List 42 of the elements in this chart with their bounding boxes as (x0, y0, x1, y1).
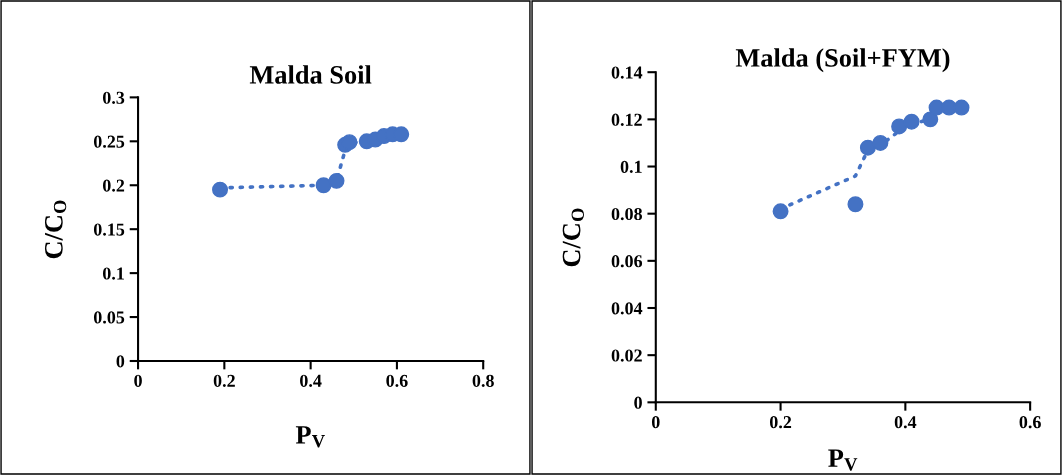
y-tick-label: 0.3 (102, 91, 125, 104)
point (315, 177, 332, 194)
x-tick-label: 0.4 (894, 416, 917, 429)
y-tick-label: 0.1 (102, 267, 124, 280)
x-tick-label: 0.2 (213, 374, 235, 387)
y-tick-label: 0.08 (611, 207, 642, 221)
y-tick-label: 0.25 (93, 135, 125, 148)
x-tick-label: 0.4 (300, 374, 322, 387)
y-tick-label: 0.05 (93, 311, 125, 324)
y-tick-label: 0 (634, 396, 642, 409)
point (891, 118, 908, 135)
point (859, 139, 876, 156)
point (872, 134, 889, 151)
chart-title: Malda Soil (249, 65, 372, 84)
point (903, 113, 920, 130)
y-tick-label: 0.1 (620, 160, 642, 174)
y-tick-label: 0.14 (611, 66, 643, 79)
point (772, 203, 789, 220)
x-axis-title: P$_{V}$ (295, 426, 325, 448)
x-axis-title: P$_{V}$ (828, 449, 858, 471)
y-tick-label: 0.06 (611, 255, 643, 268)
x-tick-label: 0 (651, 416, 660, 429)
point (328, 172, 345, 189)
point (341, 134, 358, 151)
x-tick-label: 0.6 (386, 374, 408, 387)
x-tick-label: 0 (134, 374, 142, 387)
y-tick-label: 0 (116, 355, 125, 368)
y-axis-title: C/C$_{O}$ (562, 208, 584, 267)
x-tick-label: 0.8 (472, 374, 494, 387)
x-tick-label: 0.6 (1019, 416, 1041, 429)
y-tick-label: 0.02 (611, 349, 642, 362)
point (953, 99, 970, 116)
y-axis-title: C/C$_{O}$ (44, 200, 67, 259)
chart-title: Malda (Soil+FYM) (735, 48, 950, 73)
point (922, 111, 939, 128)
y-tick-label: 0.04 (611, 302, 643, 315)
y-tick-label: 0.2 (102, 179, 125, 192)
x-tick-label: 0.2 (769, 416, 792, 429)
point (212, 181, 229, 198)
point (847, 196, 864, 213)
y-tick-label: 0.15 (93, 223, 125, 236)
y-tick-label: 0.12 (611, 113, 642, 126)
